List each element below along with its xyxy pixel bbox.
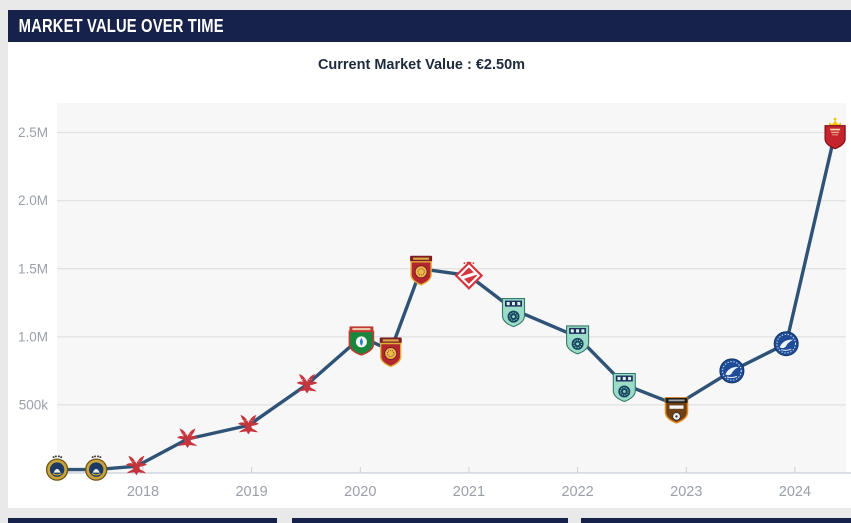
x-axis-label-2019: 2019 [235, 484, 267, 500]
y-axis-label-2.5M: 2.5M [18, 125, 48, 140]
data-point-teal-shield-crest[interactable] [501, 298, 526, 328]
data-point-teal-shield-crest[interactable] [612, 372, 636, 403]
x-axis-label-2023: 2023 [670, 484, 702, 500]
y-axis-label-1.0M: 1.0M [18, 329, 48, 344]
y-axis-label-1.5M: 1.5M [18, 261, 48, 276]
bottom-card-header-1 [8, 518, 277, 523]
bottom-card-header-2 [292, 518, 568, 523]
data-point-red-eagle-crest[interactable] [177, 428, 198, 449]
x-axis-label-2020: 2020 [344, 484, 376, 500]
current-market-value-label: Current Market Value : €2.50m [317, 57, 526, 73]
x-axis-label-2022: 2022 [561, 484, 593, 500]
data-point-red-gold-shield-crest[interactable] [379, 337, 402, 368]
x-axis-label-2018: 2018 [127, 484, 159, 500]
data-point-red-gold-shield-crest[interactable] [410, 255, 433, 286]
y-axis-label-2.0M: 2.0M [18, 193, 48, 208]
plot-background [57, 103, 846, 473]
data-point-teal-shield-crest[interactable] [566, 325, 590, 355]
data-point-gold-circle-crest[interactable] [85, 455, 108, 481]
y-axis-label-500k: 500k [19, 397, 49, 412]
data-point-red-eagle-crest[interactable] [237, 414, 259, 435]
page-header: MARKET VALUE OVER TIME [8, 10, 851, 42]
data-point-red-crown-shield-crest[interactable] [824, 117, 846, 150]
x-axis-label-2021: 2021 [453, 484, 485, 500]
bottom-card-header-3 [581, 518, 851, 523]
x-axis-label-2024: 2024 [779, 484, 811, 500]
page-title: MARKET VALUE OVER TIME [18, 15, 224, 36]
data-point-blue-circle-crest[interactable] [773, 331, 799, 357]
data-point-brown-shield-crest[interactable] [664, 397, 689, 424]
data-point-blue-circle-crest[interactable] [719, 358, 745, 384]
data-point-gold-circle-crest[interactable] [45, 455, 69, 481]
data-point-red-eagle-crest[interactable] [296, 374, 318, 394]
data-point-green-shield-crest[interactable] [348, 326, 375, 356]
data-point-red-diamond-crest[interactable] [454, 261, 484, 290]
data-point-red-eagle-crest[interactable] [125, 455, 147, 476]
